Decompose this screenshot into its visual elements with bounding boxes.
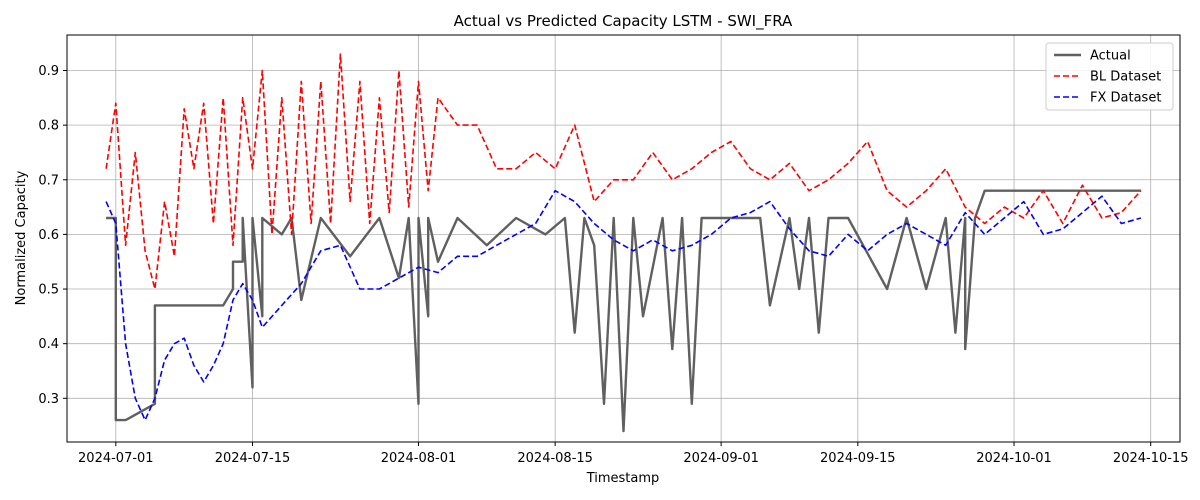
legend-label: Actual [1090, 49, 1131, 64]
grid-layer [67, 35, 1180, 442]
x-tick-label: 2024-09-01 [683, 451, 759, 466]
x-tick-label: 2024-07-15 [215, 451, 291, 466]
x-tick-label: 2024-07-01 [78, 451, 154, 466]
x-tick-label: 2024-09-15 [820, 451, 896, 466]
y-tick-label: 0.4 [38, 337, 59, 352]
x-tick-label: 2024-10-15 [1113, 451, 1189, 466]
series-layer [105, 53, 1142, 433]
y-tick-label: 0.9 [38, 64, 59, 79]
legend: Actual BL Dataset FX Dataset [1045, 42, 1174, 111]
series-line-fx-dataset [105, 189, 1142, 421]
legend-label: FX Dataset [1090, 91, 1161, 106]
series-line-actual [106, 189, 1141, 433]
x-tick-label: 2024-10-01 [976, 451, 1052, 466]
y-tick-label: 0.5 [38, 283, 59, 298]
y-tick-label: 0.6 [38, 228, 59, 243]
legend-label: BL Dataset [1090, 70, 1161, 85]
tick-layer: 2024-07-01 2024-07-15 2024-08-01 2024-08-15… [38, 64, 1188, 466]
y-tick-label: 0.8 [38, 119, 59, 134]
y-tick-label: 0.3 [38, 392, 59, 407]
x-tick-label: 2024-08-15 [517, 451, 593, 466]
chart-title: Actual vs Predicted Capacity LSTM - SWI_… [454, 12, 793, 31]
series-line-bl-dataset [105, 53, 1142, 290]
legend-box [1045, 42, 1174, 111]
y-axis-label: Normalized Capacity [14, 170, 29, 305]
x-axis-label: Timestamp [586, 471, 660, 486]
plot-frame [66, 34, 1181, 443]
x-tick-label: 2024-08-01 [381, 451, 457, 466]
y-tick-label: 0.7 [38, 173, 59, 188]
